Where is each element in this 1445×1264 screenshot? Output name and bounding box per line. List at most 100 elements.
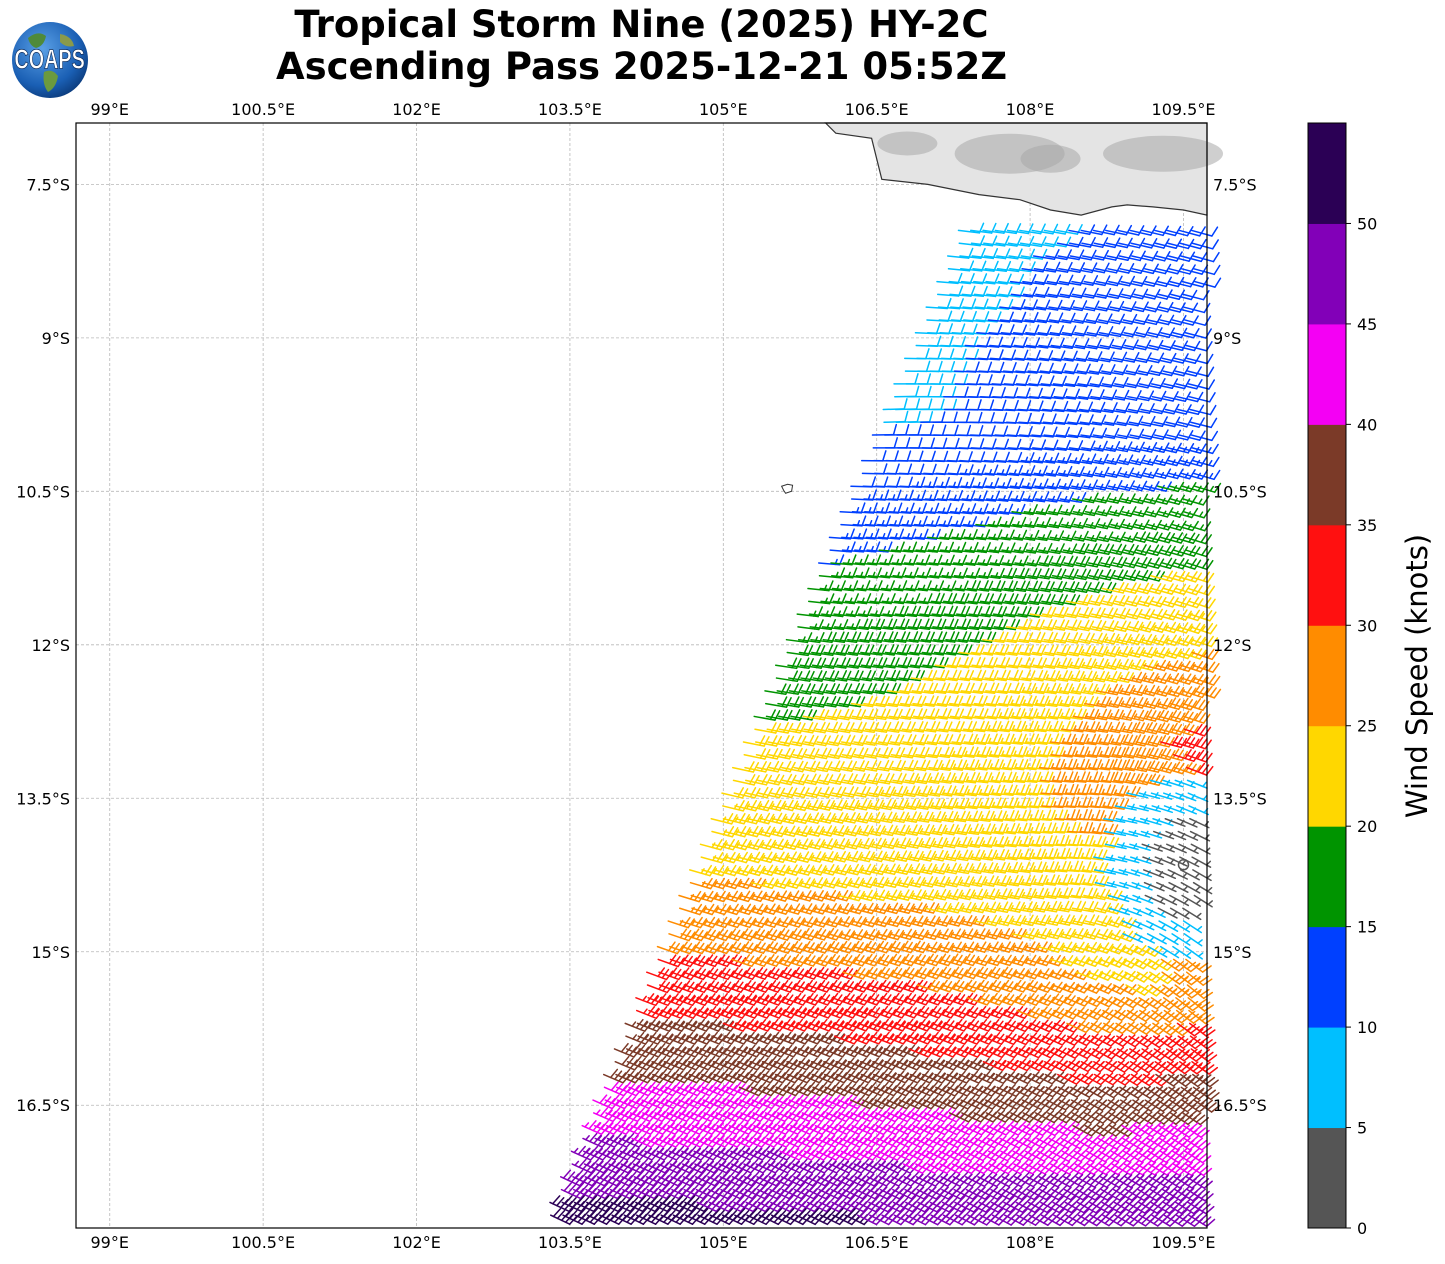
wind-barb [884, 423, 910, 436]
wind-barb [1150, 365, 1178, 377]
christmas-island [780, 483, 794, 494]
wind-barb [1192, 869, 1212, 882]
wind-barb [1178, 226, 1206, 237]
wind-barb [1182, 1109, 1210, 1126]
wind-barb [1156, 263, 1184, 275]
wind-barb [1157, 276, 1185, 288]
wind-barb [1119, 263, 1147, 274]
wind-barb [1162, 365, 1190, 377]
wind-barb [570, 1145, 599, 1161]
wind-barb [678, 890, 706, 903]
wind-barb [977, 349, 1004, 361]
y-ticks-right: 7.5°S 9°S 10.5°S 12°S 13.5°S 15°S 16.5°S [1213, 175, 1267, 1115]
wind-barb [1168, 264, 1196, 275]
wind-barb [1191, 856, 1212, 868]
wind-barb [1166, 225, 1194, 237]
wind-barb [1160, 327, 1188, 339]
wind-barb [1117, 225, 1145, 236]
wind-barb [1170, 302, 1199, 313]
y-tick-label-left: 10.5°S [16, 482, 70, 501]
wind-barb [1158, 302, 1186, 313]
wind-barb [1187, 379, 1215, 390]
wind-barb [1173, 340, 1201, 352]
wind-barb [614, 1055, 643, 1071]
wind-barb [943, 398, 970, 411]
wind-barb [1148, 340, 1176, 351]
wind-barb [603, 1081, 632, 1097]
wind-barb [1118, 237, 1146, 249]
wind-barb [624, 1018, 652, 1032]
wind-barb [1132, 276, 1160, 287]
x-tick-label-bottom: 105°E [699, 1233, 748, 1252]
wind-barb [932, 411, 958, 424]
wind-barb [1170, 289, 1198, 301]
wind-barb [1172, 1160, 1200, 1177]
y-tick-label-right: 7.5°S [1213, 175, 1257, 194]
wind-barb [908, 424, 935, 436]
wind-barb [963, 311, 990, 323]
x-tick-label-top: 102°E [392, 100, 441, 119]
y-tick-label-right: 13.5°S [1213, 789, 1267, 808]
wind-barb [1185, 1173, 1213, 1189]
wind-barb [1169, 276, 1197, 288]
wind-barb [1002, 362, 1030, 374]
x-tick-label-bottom: 100.5°E [231, 1233, 295, 1252]
wind-barb [950, 298, 977, 310]
cloud-shade [1020, 144, 1081, 173]
wind-barb [904, 360, 931, 373]
wind-barb [1133, 288, 1161, 300]
wind-barb [1017, 400, 1044, 412]
wind-barb [1131, 250, 1159, 262]
wind-barb [943, 386, 969, 398]
wind-barb [989, 349, 1017, 361]
wind-barb [1167, 238, 1195, 250]
wind-barb [1150, 378, 1178, 389]
wind-barb [1120, 275, 1148, 287]
title-line-1: Tropical Storm Nine (2025) HY-2C [294, 3, 989, 46]
colorbar-tick-label: 15 [1357, 918, 1377, 937]
wind-barb [920, 424, 947, 436]
x-tick-label-top: 100.5°E [231, 100, 295, 119]
wind-barb [937, 285, 964, 297]
wind-barb [1163, 378, 1191, 390]
y-tick-label-left: 12°S [31, 636, 70, 655]
wind-barb [937, 298, 964, 310]
wind-barb [1145, 289, 1173, 300]
wind-barb [1144, 263, 1172, 275]
colorbar-bin-10-15 [1308, 926, 1346, 1028]
wind-barb [1170, 1122, 1198, 1138]
wind-barb [907, 398, 933, 411]
colorbar-tick-label: 45 [1357, 315, 1377, 334]
colorbar-tick-label: 10 [1357, 1018, 1377, 1037]
wind-barb [1186, 779, 1208, 789]
colorbar: 0 5 10 15 20 25 30 35 40 45 50 [1307, 122, 1377, 1238]
x-tick-label-bottom: 108°E [1006, 1233, 1055, 1252]
wind-barb [1138, 792, 1161, 800]
wind-barb [976, 323, 1003, 336]
x-tick-label-bottom: 102°E [392, 1233, 441, 1252]
wind-barb [1158, 1122, 1186, 1138]
wind-barb [1182, 290, 1210, 301]
y-tick-label-left: 9°S [42, 329, 70, 348]
wind-barb [1128, 830, 1151, 838]
colorbar-bin-40-45 [1308, 323, 1346, 425]
wind-barb [1159, 1134, 1187, 1151]
wind-barb [1116, 843, 1139, 851]
wind-barb [1129, 225, 1157, 236]
wind-barbs [549, 222, 1222, 1228]
wind-barb [1172, 1147, 1200, 1164]
wind-barb [1179, 238, 1207, 250]
wind-barb [679, 903, 707, 916]
wind-barb [1176, 391, 1204, 403]
wind-barb [1029, 400, 1056, 412]
wind-barb [963, 323, 990, 335]
title-line-2: Ascending Pass 2025-12-21 05:52Z [275, 45, 1008, 88]
wind-barb [1192, 881, 1213, 895]
wind-barb [1186, 1186, 1214, 1202]
wind-barb [581, 1120, 609, 1135]
wind-barb [1144, 276, 1173, 288]
wind-barb [907, 411, 934, 424]
wind-barb [613, 1042, 642, 1058]
wind-barb [1147, 327, 1176, 339]
